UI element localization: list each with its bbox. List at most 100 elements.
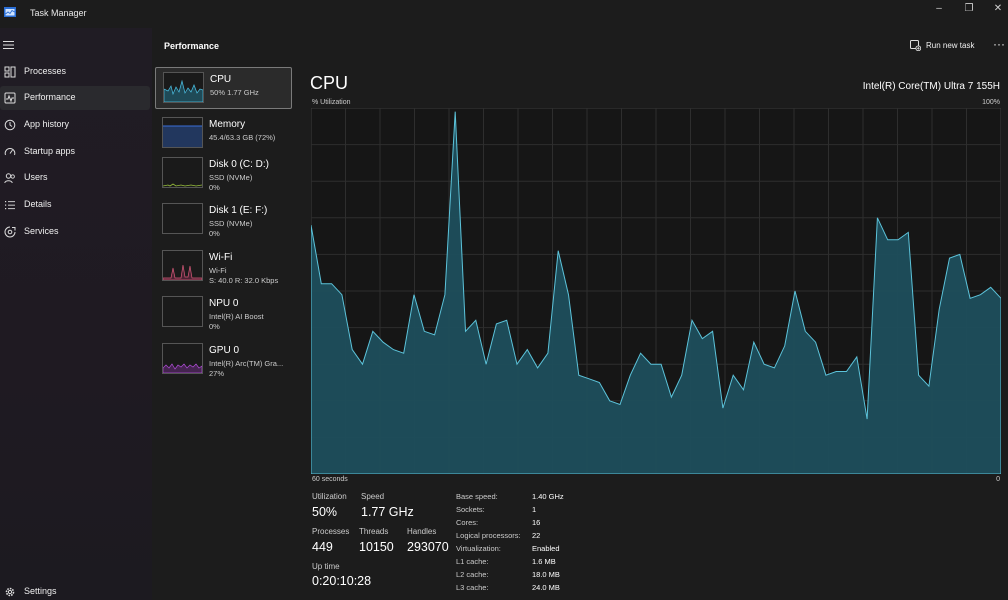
window-title: Task Manager — [30, 8, 87, 18]
services-icon — [4, 226, 16, 238]
device-name: Memory — [209, 119, 246, 130]
sidebar-item-settings[interactable]: Settings — [0, 580, 150, 600]
wifi-thumbnail — [162, 250, 203, 281]
speed-value: 1.77 GHz — [361, 505, 414, 519]
spec-value: 24.0 MB — [532, 583, 560, 592]
time-axis-end-label: 0 — [996, 476, 1000, 483]
device-detail: Wi-Fi — [209, 266, 227, 275]
cpu-heading: CPU — [310, 73, 349, 93]
list-icon — [5, 201, 15, 210]
utilization-label: Utilization — [312, 492, 347, 501]
memory-thumbnail — [162, 117, 203, 148]
cpu-usage-area — [311, 111, 1001, 474]
sidebar-item-app-history[interactable]: App history — [0, 113, 150, 137]
gpu-thumbnail — [162, 343, 203, 374]
speedometer-icon — [4, 148, 16, 156]
processes-value: 449 — [312, 540, 333, 554]
device-item-disk-1[interactable]: Disk 1 (E: F:) SSD (NVMe) 0% — [155, 199, 292, 241]
device-item-gpu[interactable]: GPU 0 Intel(R) Arc(TM) Gra... 27% — [155, 339, 292, 381]
minimize-button[interactable]: – — [936, 3, 942, 14]
sidebar-item-users[interactable]: Users — [0, 166, 150, 190]
device-usage: 0% — [209, 183, 220, 192]
utilization-value: 50% — [312, 505, 338, 519]
device-detail: Intel(R) Arc(TM) Gra... — [209, 359, 284, 368]
npu-thumbnail — [162, 296, 203, 327]
device-item-wifi[interactable]: Wi-Fi Wi-Fi S: 40.0 R: 32.0 Kbps — [155, 246, 292, 288]
device-item-cpu[interactable]: CPU 50% 1.77 GHz — [155, 67, 292, 109]
device-detail: 45.4/63.3 GB (72%) — [209, 133, 276, 142]
device-name: Disk 1 (E: F:) — [209, 205, 268, 216]
spec-value: 1.40 GHz — [532, 492, 564, 501]
more-options-button[interactable]: ··· — [993, 37, 1005, 51]
grid-icon — [4, 66, 16, 78]
users-icon — [4, 173, 15, 184]
uptime-value: 0:20:10:28 — [312, 574, 372, 588]
spec-label: Logical processors: — [456, 531, 521, 540]
gear-icon — [5, 587, 15, 597]
device-item-disk-0[interactable]: Disk 0 (C: D:) SSD (NVMe) 0% — [155, 153, 292, 195]
hamburger-menu-icon[interactable] — [3, 40, 15, 50]
device-detail: Intel(R) AI Boost — [209, 312, 264, 321]
sidebar-item-label: Services — [24, 226, 59, 236]
spec-label: Cores: — [456, 518, 479, 527]
disk-1-thumbnail — [162, 203, 203, 234]
device-detail: SSD (NVMe) — [209, 219, 253, 228]
spec-label: Sockets: — [456, 505, 485, 514]
sidebar-item-details[interactable]: Details — [0, 193, 150, 217]
spec-label: Virtualization: — [456, 544, 501, 553]
run-new-task-button[interactable]: Run new task — [908, 38, 988, 54]
device-name: Disk 0 (C: D:) — [209, 159, 269, 170]
device-detail: 50% 1.77 GHz — [210, 88, 259, 97]
history-icon — [4, 119, 16, 131]
spec-value: 16 — [532, 518, 541, 527]
sidebar-item-label: App history — [24, 119, 70, 129]
run-new-task-label: Run new task — [926, 41, 975, 50]
spec-label: L3 cache: — [456, 583, 489, 592]
maximize-button[interactable]: ❐ — [964, 3, 974, 14]
device-usage: 0% — [209, 322, 220, 331]
device-item-memory[interactable]: Memory 45.4/63.3 GB (72%) — [155, 113, 292, 155]
cpu-utilization-graph — [311, 108, 1001, 474]
title-bar: Task Manager – ❐ ✕ — [0, 0, 1008, 28]
sidebar-item-label: Performance — [24, 92, 76, 102]
device-usage: 27% — [209, 369, 225, 378]
settings-label: Settings — [24, 586, 57, 596]
sidebar-item-label: Processes — [24, 66, 67, 76]
sidebar-item-label: Users — [24, 172, 48, 182]
sidebar-item-label: Details — [24, 199, 52, 209]
sidebar-item-processes[interactable]: Processes — [0, 60, 150, 84]
threads-label: Threads — [359, 527, 389, 536]
sidebar-item-label: Startup apps — [24, 146, 76, 156]
run-task-icon — [910, 40, 921, 51]
device-name: Wi-Fi — [209, 252, 233, 263]
sidebar-item-performance[interactable]: Performance — [0, 86, 150, 110]
speed-label: Speed — [361, 492, 385, 501]
handles-value: 293070 — [407, 540, 449, 554]
device-usage: 0% — [209, 229, 220, 238]
device-name: NPU 0 — [209, 298, 239, 309]
time-axis-start-label: 60 seconds — [312, 476, 348, 483]
device-name: CPU — [210, 74, 232, 85]
device-item-npu[interactable]: NPU 0 Intel(R) AI Boost 0% — [155, 292, 292, 334]
sidebar-item-startup-apps[interactable]: Startup apps — [0, 140, 150, 164]
threads-value: 10150 — [359, 540, 394, 554]
spec-value: 1.6 MB — [532, 557, 556, 566]
utilization-axis-label: % Utilization — [312, 99, 351, 106]
spec-label: L2 cache: — [456, 570, 489, 579]
close-button[interactable]: ✕ — [993, 3, 1003, 14]
spec-label: Base speed: — [456, 492, 498, 501]
sidebar-item-services[interactable]: Services — [0, 220, 150, 244]
device-usage: S: 40.0 R: 32.0 Kbps — [209, 276, 279, 285]
spec-value: 1 — [532, 505, 537, 514]
page-title: Performance — [164, 41, 220, 51]
device-detail: SSD (NVMe) — [209, 173, 253, 182]
cpu-thumbnail — [163, 72, 204, 103]
processes-label: Processes — [312, 527, 350, 536]
cpu-model-name: Intel(R) Core(TM) Ultra 7 155H — [862, 81, 1000, 92]
uptime-label: Up time — [312, 562, 340, 571]
sidebar: Processes Performance App history Startu… — [0, 28, 152, 600]
task-manager-app-icon — [4, 7, 16, 17]
utilization-max-label: 100% — [982, 99, 1000, 106]
spec-value: 22 — [532, 531, 541, 540]
device-name: GPU 0 — [209, 345, 240, 356]
